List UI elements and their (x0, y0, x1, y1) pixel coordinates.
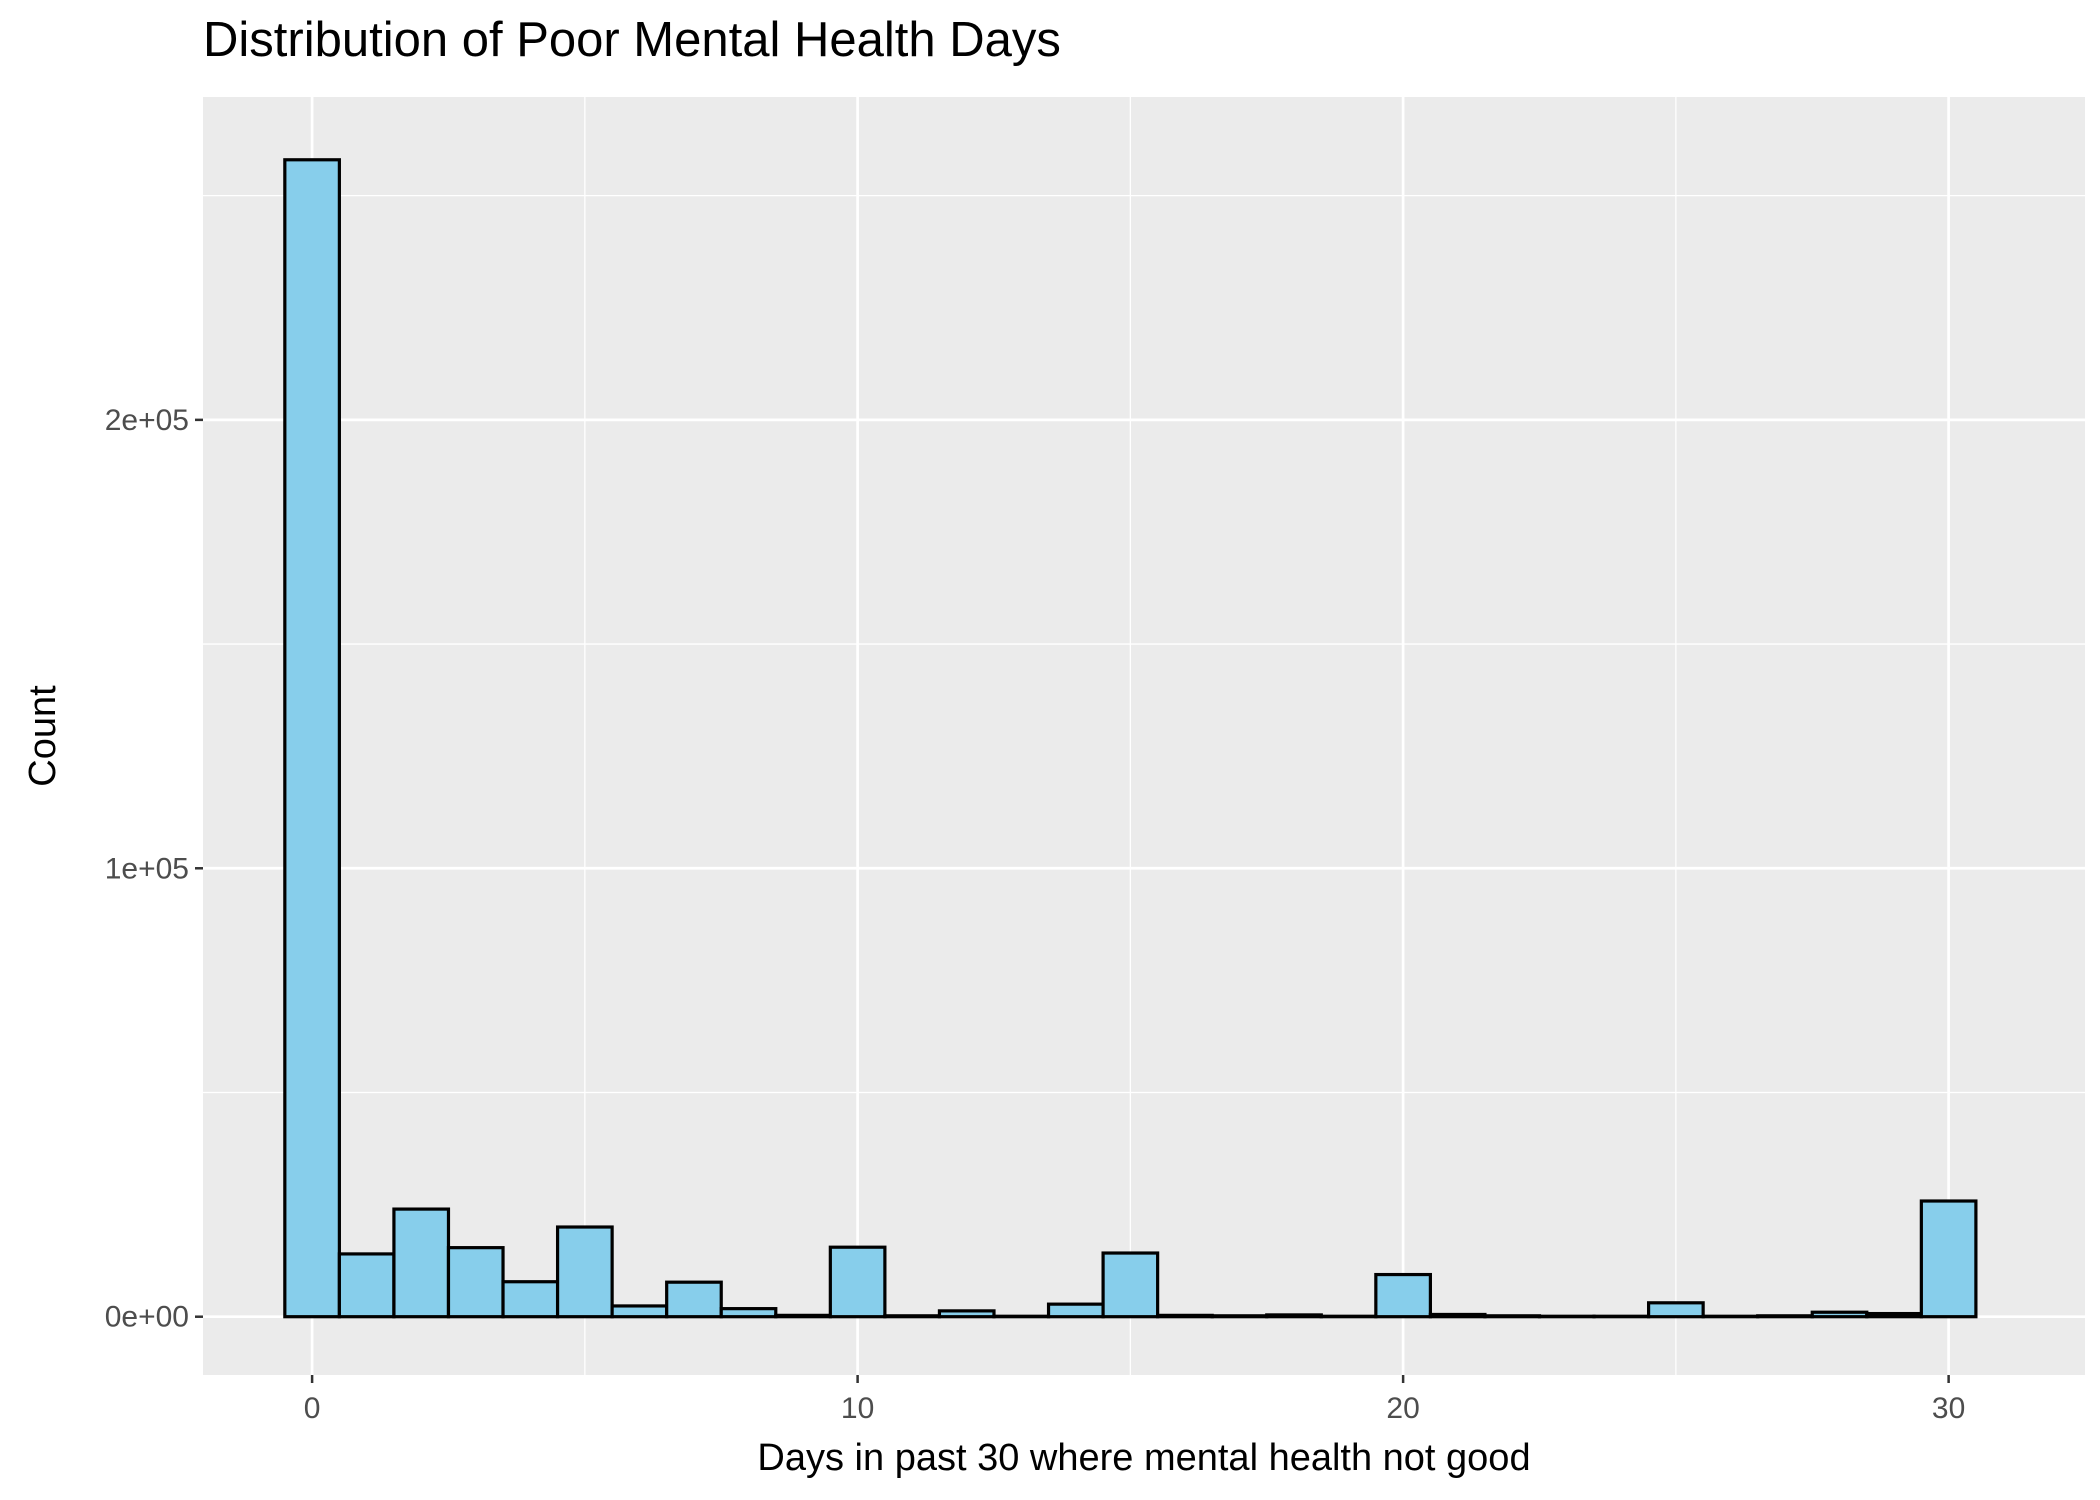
histogram-bar (1865, 1311, 1923, 1319)
y-tick-label: 1e+05 (105, 852, 189, 885)
y-axis-title: Count (22, 685, 64, 787)
x-tick-label: 30 (1932, 1392, 1965, 1425)
histogram-bar (1265, 1313, 1323, 1319)
minor-gridlines (203, 97, 2085, 1375)
histogram-bar (446, 1246, 505, 1319)
histogram-bar (1156, 1313, 1214, 1319)
histogram-bar (1210, 1314, 1269, 1319)
x-tick-label: 20 (1386, 1392, 1419, 1425)
histogram-bar (1374, 1272, 1432, 1319)
x-axis: 0 10 20 30 (304, 1375, 1965, 1425)
histogram-bar (1756, 1314, 1814, 1319)
histogram-bar (828, 1245, 887, 1319)
histogram-bar (1101, 1251, 1160, 1319)
histogram-bar (719, 1307, 778, 1319)
histogram-bar (555, 1225, 614, 1319)
histogram-bar (1919, 1199, 1978, 1319)
histogram-bar (610, 1304, 669, 1319)
x-axis-title: Days in past 30 where mental health not … (757, 1437, 1530, 1479)
y-axis: 0e+00 1e+05 2e+05 (105, 404, 203, 1334)
histogram-bars (283, 158, 1978, 1319)
y-tick-label: 0e+00 (105, 1301, 189, 1334)
histogram-bar (937, 1309, 996, 1319)
histogram-bar (1428, 1312, 1487, 1319)
histogram-bar (665, 1280, 723, 1319)
histogram-bar (501, 1280, 560, 1319)
histogram-bar (1046, 1302, 1105, 1319)
histogram-bar (1483, 1314, 1542, 1319)
histogram-bar (774, 1313, 832, 1319)
histogram-bar (392, 1207, 451, 1319)
x-tick-label: 0 (304, 1392, 321, 1425)
histogram-bar (283, 158, 341, 1319)
histogram-bar (883, 1314, 942, 1319)
plot-panel (203, 97, 2085, 1375)
histogram-bar (1646, 1301, 1705, 1319)
histogram-bar (337, 1252, 396, 1319)
histogram-bar (1810, 1310, 1869, 1319)
x-tick-label: 10 (841, 1392, 874, 1425)
y-tick-label: 2e+05 (105, 404, 189, 437)
chart-title: Distribution of Poor Mental Health Days (203, 13, 1061, 67)
